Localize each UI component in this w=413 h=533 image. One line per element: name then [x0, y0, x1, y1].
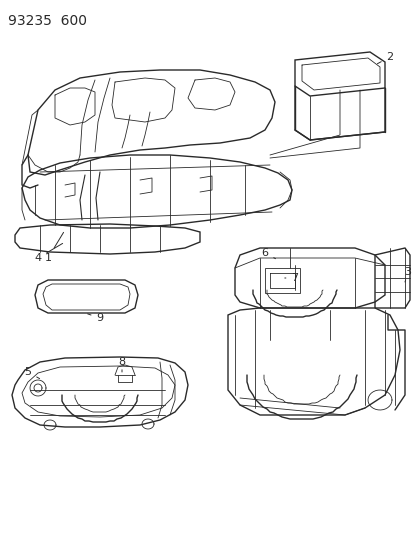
Text: 2: 2 [377, 52, 393, 63]
Text: 3: 3 [404, 267, 411, 282]
Text: 9: 9 [88, 313, 103, 323]
Text: 5: 5 [24, 367, 40, 378]
Text: 93235  600: 93235 600 [8, 14, 87, 28]
Text: 7: 7 [284, 273, 298, 283]
Text: 8: 8 [118, 357, 125, 372]
Text: 4: 4 [34, 244, 62, 263]
Text: 1: 1 [44, 232, 64, 263]
Text: 6: 6 [261, 248, 275, 259]
